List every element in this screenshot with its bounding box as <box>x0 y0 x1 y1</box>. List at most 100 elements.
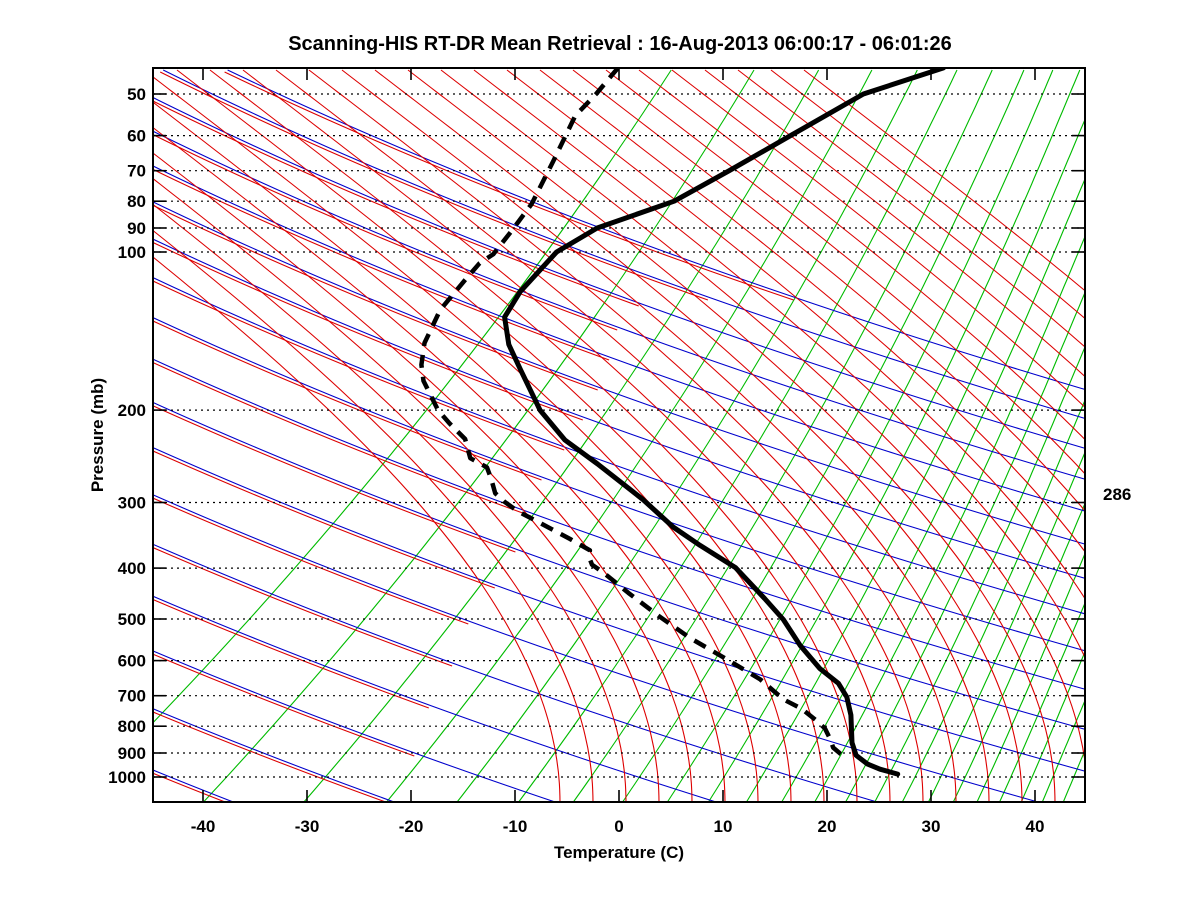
isotherm-line <box>1020 650 1085 802</box>
moist-adiabat-line <box>153 280 565 451</box>
moist-adiabat-line <box>638 69 1085 441</box>
isotherm-line <box>666 69 1054 802</box>
x-tick-label: -10 <box>503 817 528 836</box>
isotherm-line <box>952 502 1085 802</box>
moist-adiabat-line <box>275 69 924 802</box>
isotherm-line <box>1062 748 1085 802</box>
moist-adiabat-line <box>153 101 759 802</box>
moist-adiabat-line <box>153 203 627 802</box>
x-tick-label: -30 <box>295 817 320 836</box>
y-tick-label: 60 <box>127 127 146 146</box>
x-tick-label: 10 <box>714 817 733 836</box>
isotherm-line <box>746 118 1085 802</box>
moist-adiabat-line <box>704 69 1085 378</box>
x-tick-label: 40 <box>1026 817 1045 836</box>
moist-adiabat-line <box>153 450 495 589</box>
moist-adiabat-line <box>153 497 469 625</box>
moist-adiabat-line <box>153 653 415 757</box>
background-grid <box>0 69 1198 802</box>
chart-title: Scanning-HIS RT-DR Mean Retrieval : 16-A… <box>288 33 952 55</box>
x-tick-label: -40 <box>191 817 216 836</box>
isotherm-line <box>845 291 1085 802</box>
y-tick-labels: 50 60 70 80 90 100 200 300 400 500 600 700 800 900 100… <box>108 85 146 787</box>
dry-adiabat-line <box>153 494 1039 802</box>
y-tick-label: 300 <box>118 494 146 513</box>
y-tick-label: 50 <box>127 85 146 104</box>
moist-adiabat-line <box>153 320 542 481</box>
moist-adiabat-line <box>506 69 1085 600</box>
isotherm-line <box>303 69 820 802</box>
x-tick-label: 0 <box>614 817 623 836</box>
dry-adiabat-line <box>153 595 717 802</box>
moist-adiabat-line <box>153 100 639 307</box>
x-axis-title: Temperature (C) <box>554 843 684 862</box>
moist-adiabat-line <box>671 69 1085 408</box>
isotherm-line <box>572 69 993 802</box>
dry-adiabat-line <box>153 165 1085 512</box>
y-tick-label: 400 <box>118 559 146 578</box>
moist-adiabat-line <box>153 76 792 802</box>
isotherm-line <box>386 69 873 802</box>
y-tick-label: 800 <box>118 717 146 736</box>
y-tick-label: 200 <box>118 401 146 420</box>
x-tick-label: -20 <box>399 817 424 836</box>
moist-adiabat-line <box>153 361 532 517</box>
dry-adiabat-line <box>153 277 1085 615</box>
moist-adiabat-line <box>407 69 1056 802</box>
isotherm-line <box>901 398 1085 802</box>
moist-adiabat-line <box>176 69 825 802</box>
dewpoint-profile-line <box>419 68 846 759</box>
dry-adiabat-line <box>153 769 234 802</box>
axis-ticks <box>153 68 1085 802</box>
y-tick-label: 80 <box>127 192 146 211</box>
y-tick-label: 90 <box>127 219 146 238</box>
y-axis-title: Pressure (mb) <box>88 378 107 492</box>
isotherm-line <box>928 450 1085 802</box>
isotherm-line <box>1168 70 1198 802</box>
isotherm-line <box>1041 699 1085 802</box>
moist-adiabat-line <box>308 69 957 802</box>
moist-adiabat-line <box>153 711 388 802</box>
isotherm-line <box>874 345 1085 802</box>
dry-adiabat-line <box>153 201 1085 545</box>
moist-adiabat-line <box>572 69 1085 512</box>
isotherm-line <box>708 69 1081 802</box>
moist-adiabat-line <box>770 69 1085 320</box>
isotherm-line <box>1105 70 1198 802</box>
isotherm-line <box>781 177 1085 802</box>
isotherm-line <box>1126 70 1198 802</box>
moist-adiabat-line <box>539 69 1085 553</box>
moist-adiabat-line <box>153 546 453 667</box>
moist-adiabat-line <box>153 168 610 361</box>
dry-adiabat-line <box>153 130 1085 480</box>
y-tick-label: 70 <box>127 162 146 181</box>
plot-border <box>152 67 1086 803</box>
isotherm-line <box>1083 798 1085 802</box>
isotherm-line <box>153 69 672 724</box>
moist-adiabat-line <box>159 71 709 301</box>
x-tick-label: 30 <box>922 817 941 836</box>
dry-adiabat-line <box>153 96 1085 449</box>
isotherm-line <box>999 601 1085 802</box>
moist-adiabat-line <box>341 69 990 802</box>
isotherm-line <box>456 69 918 802</box>
profiles <box>419 68 946 777</box>
right-annotation: 286 <box>1103 485 1131 504</box>
moist-adiabat-line <box>605 69 1085 475</box>
moist-adiabat-line <box>803 69 1085 292</box>
moist-adiabat-line <box>440 69 1085 766</box>
dry-adiabat-line <box>153 447 1085 772</box>
moist-adiabat-line <box>153 152 693 802</box>
isotherm-line <box>976 552 1085 802</box>
y-tick-label: 1000 <box>108 768 146 787</box>
dry-adiabat-line <box>0 70 72 802</box>
moist-adiabat-line <box>374 69 1023 802</box>
dry-adiabat-line <box>153 238 1085 579</box>
moist-adiabat-line <box>153 256 561 802</box>
moist-adiabat-line <box>242 69 891 802</box>
moist-adiabat-line <box>153 598 429 709</box>
y-tick-label: 900 <box>118 744 146 763</box>
dry-adiabat-line <box>153 358 1085 690</box>
moist-adiabat-line <box>153 204 598 391</box>
